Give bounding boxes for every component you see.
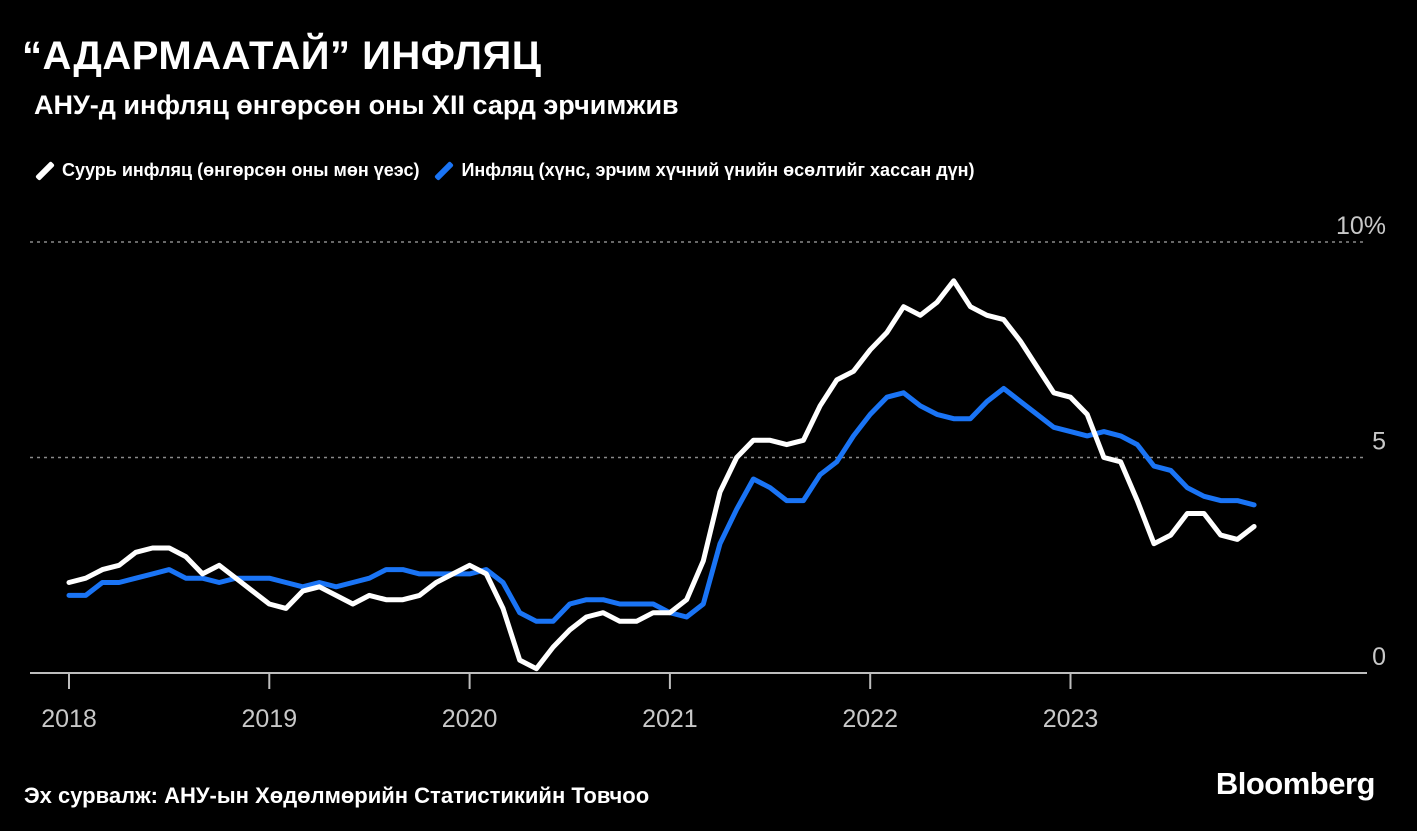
- y-tick-label: 5: [1372, 428, 1386, 456]
- legend-label: Инфляц (хүнс, эрчим хүчний үнийн өсөлтий…: [461, 160, 975, 180]
- x-tick-label: 2021: [642, 705, 698, 733]
- chart-subtitle: АНУ-д инфляц өнгөрсөн оны XII сард эрчим…: [34, 90, 679, 120]
- chart-title: “АДАРМААТАЙ” ИНФЛЯЦ: [22, 34, 542, 78]
- x-tick-label: 2022: [842, 705, 898, 733]
- legend-item-core: Инфляц (хүнс, эрчим хүчний үнийн өсөлтий…: [433, 160, 975, 181]
- legend-label: Суурь инфляц (өнгөрсөн оны мөн үеэс): [62, 160, 420, 180]
- y-tick-label: 10%: [1336, 212, 1386, 240]
- x-tick-label: 2023: [1043, 705, 1099, 733]
- x-tick-label: 2019: [241, 705, 297, 733]
- x-tick-label: 2020: [442, 705, 498, 733]
- x-tick-label: 2018: [41, 705, 97, 733]
- legend: Суурь инфляц (өнгөрсөн оны мөн үеэс) Инф…: [34, 160, 975, 181]
- series-line-core: [66, 386, 1257, 624]
- bloomberg-logo: Bloomberg: [1215, 766, 1376, 801]
- series-line-headline: [66, 278, 1257, 672]
- source-note: Эх сурвалж: АНУ-ын Хөдөлмөрийн Статистик…: [24, 783, 650, 808]
- legend-item-headline: Суурь инфляц (өнгөрсөн оны мөн үеэс): [34, 160, 419, 181]
- y-tick-label: 0: [1372, 643, 1386, 671]
